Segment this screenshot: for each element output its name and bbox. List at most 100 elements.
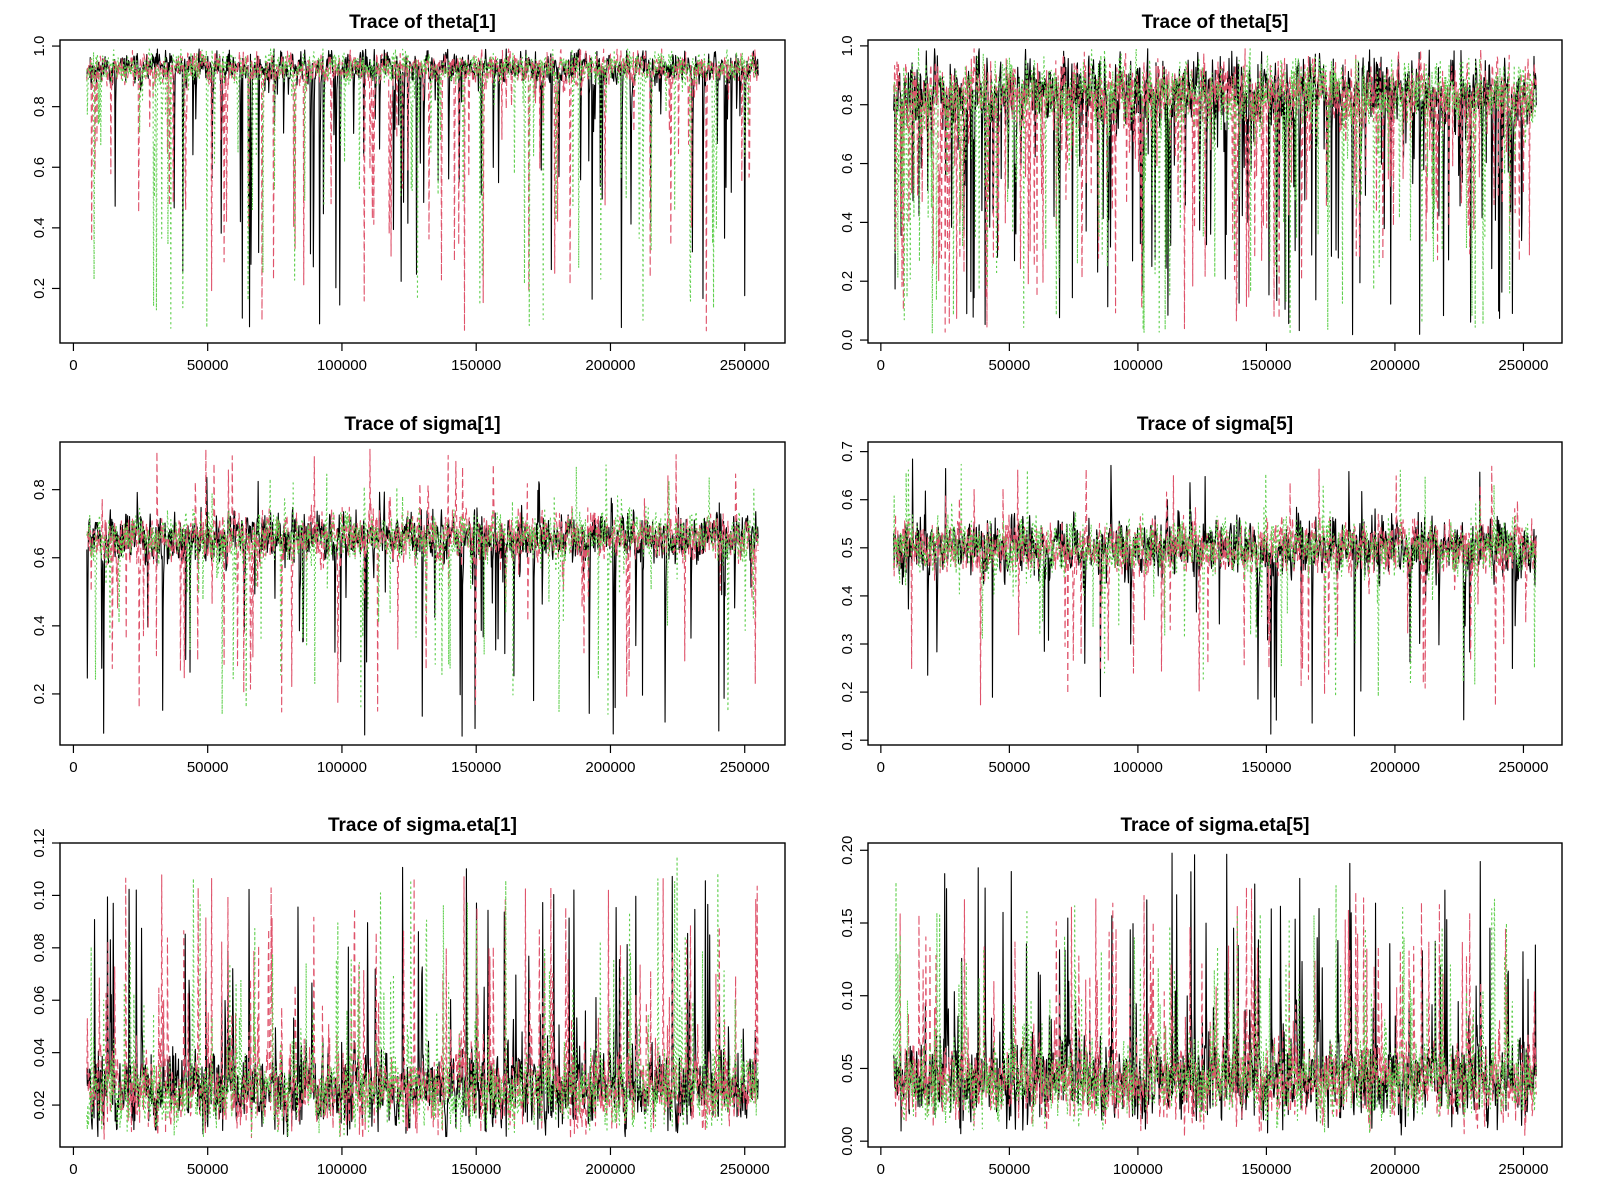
x-tick-label: 50000 — [187, 1161, 229, 1178]
x-tick-label: 0 — [69, 357, 77, 374]
y-tick-label: 1.0 — [31, 36, 48, 57]
x-tick-label: 150000 — [1241, 759, 1291, 776]
y-tick-label: 0.4 — [839, 585, 856, 606]
panel-title: Trace of sigma.eta[1] — [328, 815, 517, 836]
x-tick-label: 200000 — [1370, 357, 1420, 374]
x-tick-label: 100000 — [317, 357, 367, 374]
trace-panel-trace-of-sigma-eta-1: Trace of sigma.eta[1] 0 50000 100000 150000 2… — [31, 815, 786, 1178]
traces — [86, 48, 759, 332]
plot-frame — [59, 441, 786, 746]
y-tick-label: 0.2 — [31, 684, 48, 705]
x-tick-label: 50000 — [989, 1161, 1031, 1178]
panel-title: Trace of sigma.eta[5] — [1120, 815, 1309, 836]
y-tick-label: 0.8 — [31, 479, 48, 500]
x-tick-label: 100000 — [317, 1161, 367, 1178]
y-tick-label: 0.6 — [839, 153, 856, 174]
x-tick-label: 100000 — [1113, 759, 1163, 776]
trace-line-chain-3 — [86, 464, 759, 715]
x-tick-label: 250000 — [1498, 357, 1548, 374]
trace-panel-trace-of-sigma-5: Trace of sigma[5] 0 50000 100000 150000 20000… — [839, 414, 1563, 776]
traces — [893, 458, 1537, 737]
y-tick-label: 0.15 — [839, 908, 856, 937]
y-tick-label: 0.08 — [31, 933, 48, 962]
trace-line-chain-3 — [86, 48, 759, 329]
y-tick-label: 0.4 — [839, 212, 856, 233]
y-tick-label: 0.8 — [839, 94, 856, 115]
y-tick-label: 1.0 — [839, 35, 856, 56]
trace-line-chain-1 — [893, 852, 1537, 1136]
x-tick-label: 0 — [69, 759, 77, 776]
x-tick-label: 50000 — [989, 759, 1031, 776]
trace-line-chain-3 — [893, 463, 1537, 697]
x-tick-label: 150000 — [1241, 1161, 1291, 1178]
x-tick-label: 150000 — [451, 759, 501, 776]
x-tick-label: 50000 — [187, 759, 229, 776]
panel-title: Trace of sigma[1] — [344, 414, 500, 435]
x-tick-label: 200000 — [1370, 1161, 1420, 1178]
y-tick-label: 0.06 — [31, 986, 48, 1015]
x-tick-label: 50000 — [989, 357, 1031, 374]
x-tick-label: 0 — [877, 357, 885, 374]
panel-title: Trace of theta[5] — [1142, 12, 1289, 33]
y-tick-label: 0.4 — [31, 217, 48, 238]
y-tick-label: 0.20 — [839, 836, 856, 865]
traces — [893, 852, 1537, 1138]
traces — [893, 48, 1537, 336]
y-tick-label: 0.12 — [31, 828, 48, 857]
traces — [86, 448, 759, 737]
x-tick-label: 150000 — [451, 357, 501, 374]
y-tick-label: 0.04 — [31, 1038, 48, 1067]
y-tick-label: 0.2 — [839, 682, 856, 703]
y-tick-label: 0.8 — [31, 96, 48, 117]
y-tick-label: 0.2 — [839, 271, 856, 292]
x-tick-label: 200000 — [1370, 759, 1420, 776]
x-tick-label: 200000 — [585, 1161, 635, 1178]
y-tick-label: 0.05 — [839, 1054, 856, 1083]
x-tick-label: 0 — [69, 1161, 77, 1178]
y-tick-label: 0.6 — [31, 157, 48, 178]
x-tick-label: 150000 — [1241, 357, 1291, 374]
trace-panel-trace-of-theta-1: Trace of theta[1] 0 50000 100000 150000 20000… — [31, 12, 786, 374]
trace-line-chain-3 — [893, 881, 1537, 1135]
plot-frame — [867, 842, 1563, 1148]
x-tick-label: 150000 — [451, 1161, 501, 1178]
traces — [86, 856, 759, 1140]
y-tick-label: 0.1 — [839, 730, 856, 751]
panel-title: Trace of theta[1] — [349, 12, 496, 33]
x-tick-label: 100000 — [317, 759, 367, 776]
trace-line-chain-2 — [86, 48, 759, 332]
trace-panel-trace-of-theta-5: Trace of theta[5] 0 50000 100000 150000 20000… — [839, 12, 1563, 374]
x-tick-label: 200000 — [585, 759, 635, 776]
x-tick-label: 250000 — [720, 357, 770, 374]
x-tick-label: 0 — [877, 1161, 885, 1178]
y-tick-label: 0.2 — [31, 278, 48, 299]
x-tick-label: 100000 — [1113, 357, 1163, 374]
y-tick-label: 0.10 — [839, 981, 856, 1010]
x-tick-label: 250000 — [720, 759, 770, 776]
x-tick-label: 0 — [877, 759, 885, 776]
plot-frame — [867, 39, 1563, 344]
plot-frame — [59, 39, 786, 344]
x-tick-label: 250000 — [1498, 759, 1548, 776]
y-tick-label: 0.5 — [839, 537, 856, 558]
x-tick-label: 100000 — [1113, 1161, 1163, 1178]
trace-panel-trace-of-sigma-1: Trace of sigma[1] 0 50000 100000 150000 20000… — [31, 414, 786, 776]
x-tick-label: 250000 — [720, 1161, 770, 1178]
y-tick-label: 0.02 — [31, 1090, 48, 1119]
y-tick-label: 0.7 — [839, 441, 856, 462]
x-tick-label: 50000 — [187, 357, 229, 374]
y-tick-label: 0.6 — [31, 547, 48, 568]
y-tick-label: 0.00 — [839, 1127, 856, 1156]
y-tick-label: 0.3 — [839, 634, 856, 655]
panel-title: Trace of sigma[5] — [1137, 414, 1293, 435]
trace-line-chain-3 — [86, 856, 759, 1138]
trace-line-chain-3 — [893, 48, 1537, 335]
plot-frame — [867, 441, 1563, 746]
y-tick-label: 0.0 — [839, 330, 856, 351]
y-tick-label: 0.6 — [839, 489, 856, 510]
trace-panel-trace-of-sigma-eta-5: Trace of sigma.eta[5] 0 50000 100000 150000 2… — [839, 815, 1563, 1178]
y-tick-label: 0.10 — [31, 881, 48, 910]
y-tick-label: 0.4 — [31, 615, 48, 636]
